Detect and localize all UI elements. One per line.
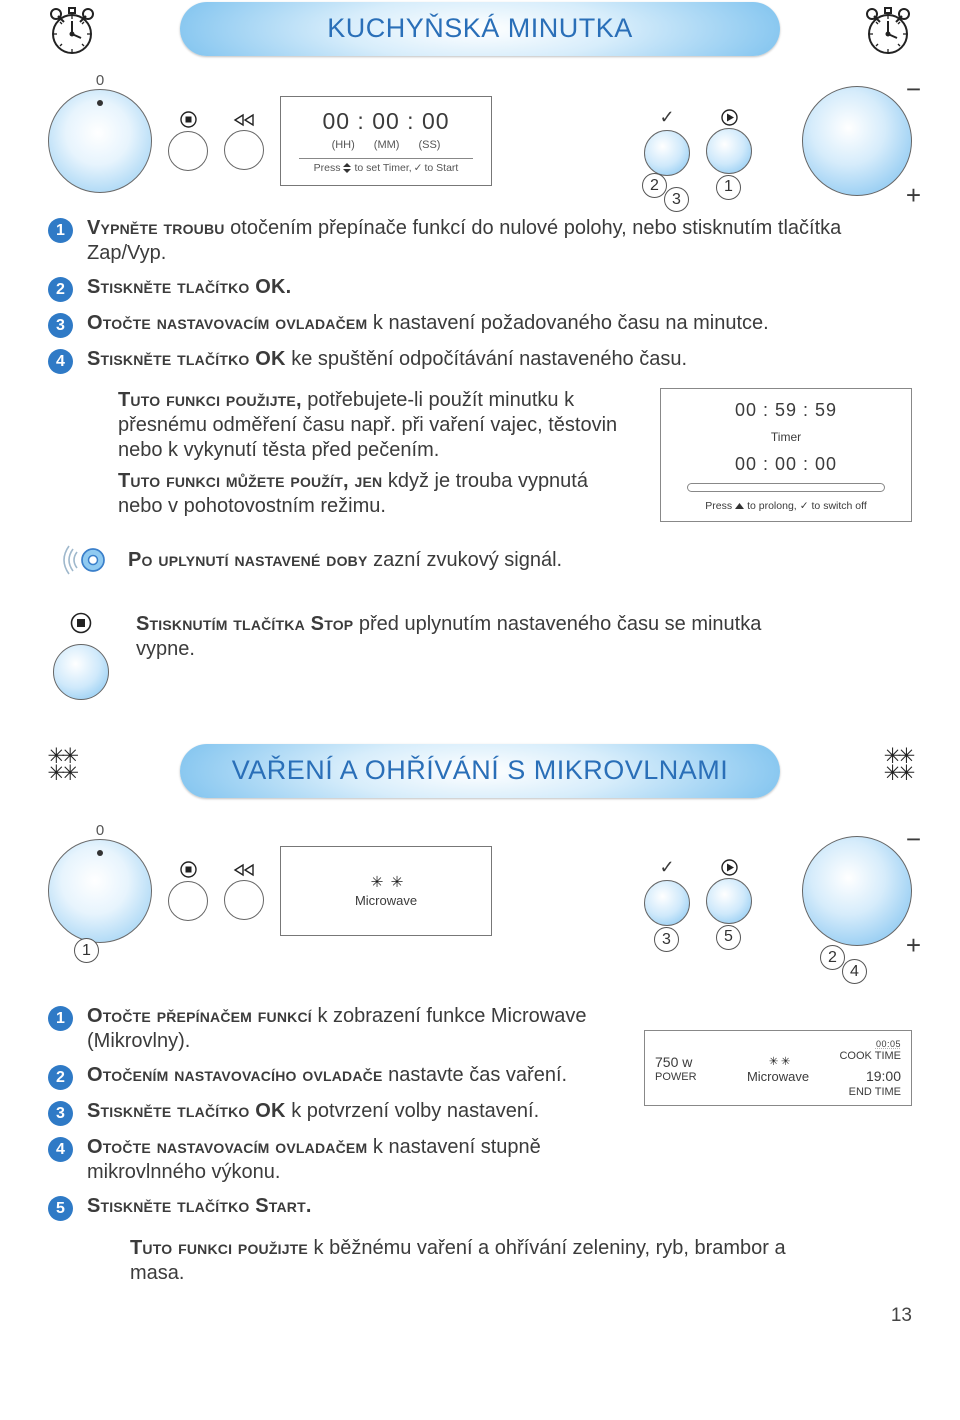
microwave-status-display: 750 wPOWER ✳ ✳Microwave 00:05COOK TIME19…	[644, 1030, 912, 1106]
speaker-text: Po uplynutí nastavené doby zazní zvukový…	[128, 548, 562, 573]
panel-1: 0 00 : 00 : 00 (HH) (MM) (SS) Press	[48, 76, 912, 206]
sparkle-icon: ✳✳✳✳	[48, 746, 76, 780]
setting-knob[interactable]: −+	[802, 86, 912, 196]
stop-icon	[180, 111, 197, 128]
step-tag-2: 2	[820, 945, 845, 970]
panel-2: 0 1 ✳ ✳ Microwave ✓ 3	[48, 826, 912, 956]
stop-button[interactable]	[168, 881, 208, 921]
sparkle-icon: ✳ ✳	[769, 1051, 787, 1069]
rewind-icon	[233, 113, 255, 127]
stop-text: Stisknutím tlačítka Stop před uplynutím …	[136, 612, 796, 662]
stop-icon	[70, 612, 92, 634]
note-text: Tuto funkci použijte, potřebujete-li pou…	[118, 388, 638, 519]
bullet: 3	[48, 313, 73, 338]
bullet: 2	[48, 1065, 73, 1090]
stop-icon	[180, 861, 197, 878]
start-button[interactable]	[706, 128, 752, 174]
bullet: 3	[48, 1101, 73, 1126]
step-tag-2: 2	[642, 173, 667, 198]
bullet: 1	[48, 218, 73, 243]
function-dial[interactable]: 0	[48, 89, 152, 193]
step-tag-5: 5	[716, 925, 741, 950]
step-tag-1: 1	[716, 175, 741, 200]
check-icon: ✓	[659, 106, 674, 129]
step-tag-3: 3	[654, 927, 679, 952]
timer-status-display: 00 : 59 : 59 Timer 00 : 00 : 00 Press to…	[660, 388, 912, 522]
start-button[interactable]	[706, 878, 752, 924]
play-icon	[721, 109, 738, 126]
bullet: 5	[48, 1196, 73, 1221]
check-icon: ✓	[659, 856, 674, 879]
stop-button[interactable]	[168, 131, 208, 171]
speaker-icon	[62, 540, 110, 580]
bullet: 4	[48, 349, 73, 374]
page-number: 13	[48, 1304, 912, 1328]
stop-indicator	[53, 644, 109, 700]
step-tag-4: 4	[842, 959, 867, 984]
step-tag-3: 3	[664, 187, 689, 212]
rewind-icon	[233, 863, 255, 877]
function-dial[interactable]: 0	[48, 839, 152, 943]
timer-display: 00 : 00 : 00 (HH) (MM) (SS) Press to set…	[280, 96, 492, 186]
clock-icon	[864, 4, 912, 56]
clock-icon	[48, 4, 96, 56]
bullet: 2	[48, 277, 73, 302]
back-button[interactable]	[224, 880, 264, 920]
microwave-display: ✳ ✳ Microwave	[280, 846, 492, 936]
step-tag-1: 1	[74, 938, 99, 963]
play-icon	[721, 859, 738, 876]
ok-button[interactable]	[644, 130, 690, 176]
sparkle-icon: ✳✳✳✳	[884, 746, 912, 780]
bullet: 4	[48, 1137, 73, 1162]
bullet: 1	[48, 1006, 73, 1031]
section2-foot: Tuto funkci použijte k běžnému vaření a …	[48, 1236, 818, 1286]
section1-title: KUCHYŇSKÁ MINUTKA	[180, 2, 780, 56]
back-button[interactable]	[224, 130, 264, 170]
setting-knob[interactable]: −+	[802, 836, 912, 946]
ok-button[interactable]	[644, 880, 690, 926]
steps-1: 1 Vypněte troubu otočením přepínače funk…	[48, 216, 912, 374]
steps-2: 1 Otočte přepínačem funkcí k zobrazení f…	[48, 1004, 622, 1221]
section2-title: VAŘENÍ A OHŘÍVÁNÍ S MIKROVLNAMI	[180, 744, 780, 798]
sparkle-icon: ✳ ✳	[371, 874, 401, 886]
